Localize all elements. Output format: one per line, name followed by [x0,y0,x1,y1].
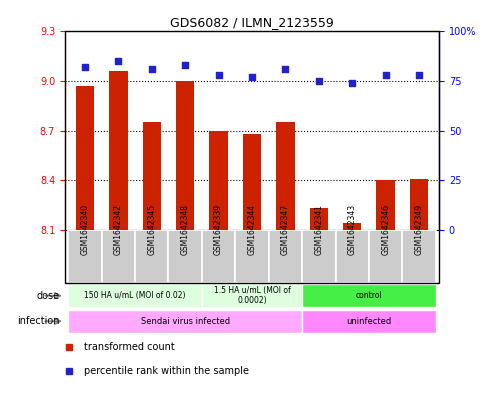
FancyBboxPatch shape [302,284,436,307]
Text: GSM1642346: GSM1642346 [381,204,390,255]
Text: uninfected: uninfected [346,317,392,326]
Text: GSM1642339: GSM1642339 [214,204,223,255]
Bar [176,81,194,230]
Point [281,66,289,72]
FancyBboxPatch shape [302,230,335,283]
Text: Sendai virus infected: Sendai virus infected [141,317,230,326]
Point [181,62,189,68]
Point [348,80,356,86]
FancyBboxPatch shape [68,310,302,333]
Bar [276,122,294,230]
Text: GSM1642341: GSM1642341 [314,204,323,255]
FancyBboxPatch shape [236,230,268,283]
Bar [76,86,94,230]
Text: transformed count: transformed count [84,342,174,352]
Text: GSM1642347: GSM1642347 [281,204,290,255]
Bar [376,180,395,230]
FancyBboxPatch shape [335,230,369,283]
Text: GSM1642344: GSM1642344 [248,204,256,255]
FancyBboxPatch shape [202,230,236,283]
Text: GSM1642349: GSM1642349 [415,204,424,255]
Text: GSM1642340: GSM1642340 [80,204,89,255]
Text: control: control [356,291,382,300]
Bar [210,131,228,230]
Point [415,72,423,78]
FancyBboxPatch shape [268,230,302,283]
Text: GSM1642343: GSM1642343 [348,204,357,255]
Bar [410,179,428,230]
Text: GSM1642345: GSM1642345 [147,204,156,255]
FancyBboxPatch shape [369,230,402,283]
Point [315,78,323,84]
Point [81,64,89,70]
FancyBboxPatch shape [68,230,102,283]
Point [148,66,156,72]
Point [215,72,223,78]
Text: percentile rank within the sample: percentile rank within the sample [84,366,249,376]
Bar [310,208,328,230]
Text: GSM1642342: GSM1642342 [114,204,123,255]
FancyBboxPatch shape [68,284,202,307]
Text: GSM1642348: GSM1642348 [181,204,190,255]
Text: dose: dose [37,291,60,301]
FancyBboxPatch shape [102,230,135,283]
Bar [243,134,261,230]
FancyBboxPatch shape [169,230,202,283]
FancyBboxPatch shape [302,310,436,333]
FancyBboxPatch shape [202,284,302,307]
Point [248,74,256,80]
FancyBboxPatch shape [402,230,436,283]
Text: 150 HA u/mL (MOI of 0.02): 150 HA u/mL (MOI of 0.02) [84,291,186,300]
Bar [343,223,361,230]
Point [382,72,390,78]
Bar [109,71,128,230]
Title: GDS6082 / ILMN_2123559: GDS6082 / ILMN_2123559 [170,16,334,29]
Point [114,58,122,64]
Text: infection: infection [17,316,60,326]
Bar [143,122,161,230]
Text: 1.5 HA u/mL (MOI of
0.0002): 1.5 HA u/mL (MOI of 0.0002) [214,286,290,305]
FancyBboxPatch shape [135,230,169,283]
